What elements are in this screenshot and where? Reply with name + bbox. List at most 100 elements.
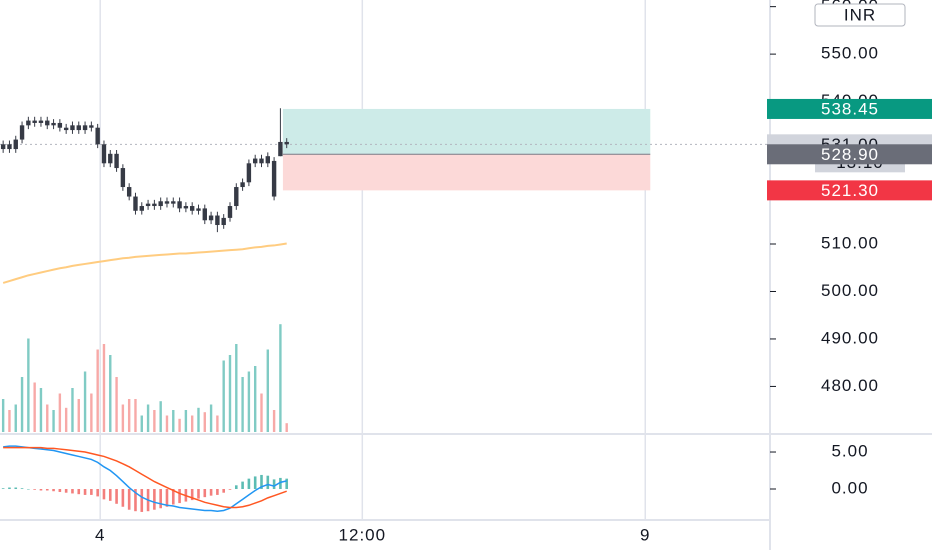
volume-bar xyxy=(228,355,232,432)
candle-body xyxy=(183,206,189,209)
macd-histogram-bar xyxy=(45,489,49,491)
plot xyxy=(0,108,770,512)
macd-histogram-bar xyxy=(27,489,30,490)
profit-zone xyxy=(282,108,651,155)
volume-bar xyxy=(260,393,263,432)
candle-body xyxy=(215,215,220,226)
candle-body xyxy=(126,187,132,197)
macd-histogram-bar xyxy=(102,489,106,500)
currency-badge xyxy=(814,3,906,27)
candle-body xyxy=(145,203,151,207)
volume-bar xyxy=(109,355,112,432)
y-tick-label: 490.00 xyxy=(821,328,879,347)
candle-body xyxy=(95,127,100,145)
ma-line xyxy=(2,242,287,284)
macd-histogram-bar xyxy=(241,481,244,490)
volume-bar xyxy=(102,344,106,432)
candle-body xyxy=(76,125,81,131)
price-level-label: 521.30 xyxy=(821,181,879,200)
volume-bar xyxy=(58,393,62,432)
macd-histogram-bar xyxy=(260,474,263,490)
volume-bar xyxy=(90,393,93,432)
volume-bar xyxy=(165,415,169,432)
candle-body xyxy=(139,206,144,211)
currency-label: INR xyxy=(844,5,876,24)
volume-bar xyxy=(184,410,188,432)
volume-bar xyxy=(46,404,49,432)
macd-histogram-bar xyxy=(14,487,18,490)
volume-bar xyxy=(1,399,5,432)
x-tick-label: 9 xyxy=(640,525,650,544)
volume-bar xyxy=(27,338,30,432)
macd-histogram-bar xyxy=(58,489,62,492)
macd-histogram-bar xyxy=(121,489,125,507)
price-level-box xyxy=(767,144,932,165)
candle-body xyxy=(189,206,195,211)
volume-bar xyxy=(127,399,131,432)
volume-bar xyxy=(203,412,206,432)
volume-bar xyxy=(140,415,143,432)
macd-histogram-bar xyxy=(247,478,251,490)
macd-histogram-bar xyxy=(228,489,232,490)
candle-body xyxy=(19,125,25,140)
candle-body xyxy=(252,158,258,164)
volume-bar xyxy=(96,349,99,432)
volume-bar xyxy=(52,410,55,432)
macd-line xyxy=(3,445,287,512)
macd-histogram-bar xyxy=(96,489,99,497)
macd-histogram-bar xyxy=(83,489,87,495)
candle-body xyxy=(208,215,214,221)
price-level-box xyxy=(767,98,932,119)
volume-bar xyxy=(121,404,125,432)
volume-bar xyxy=(216,415,219,432)
volume-bar xyxy=(285,423,288,432)
volume-bar xyxy=(197,407,200,432)
x-tick-label: 12:00 xyxy=(339,525,387,544)
macd-histogram-bar xyxy=(33,489,36,490)
volume-bar xyxy=(115,377,118,432)
candle-body xyxy=(246,163,252,183)
candle-body xyxy=(259,158,264,164)
candle-body xyxy=(284,141,289,145)
candle-body xyxy=(221,217,226,226)
macd-histogram-bar xyxy=(8,487,11,490)
macd-histogram-bar xyxy=(52,489,55,492)
y-tick-label: 480.00 xyxy=(821,376,879,395)
volume-bar xyxy=(235,344,238,432)
macd-histogram-bar xyxy=(178,489,181,504)
candle-body xyxy=(108,153,113,164)
signal-line xyxy=(3,446,287,509)
macd-histogram-bar xyxy=(171,489,175,505)
macd-histogram-bar xyxy=(140,489,144,512)
candle-body xyxy=(177,201,182,209)
volume-bar xyxy=(190,415,194,432)
price-level-box xyxy=(767,180,932,201)
candle-body xyxy=(0,144,6,150)
volume-bar xyxy=(134,399,137,432)
candle-body xyxy=(164,201,170,204)
macd-histogram-bar xyxy=(165,489,169,507)
candle-body xyxy=(45,120,50,126)
candle-body xyxy=(114,153,119,169)
candle-body xyxy=(38,120,44,123)
candle-body xyxy=(63,127,69,131)
candle-body xyxy=(234,187,239,207)
macd-histogram-bar xyxy=(285,478,289,490)
axis: 4 12:00 9 0.00 5.00 480.00 490.00 500.00 510.00 5… xyxy=(95,0,932,544)
macd-histogram-bar xyxy=(279,477,282,490)
candle-body xyxy=(152,203,157,207)
candle-body xyxy=(240,182,245,188)
volume-bar xyxy=(172,410,175,432)
volume-bar xyxy=(209,404,213,432)
volume-bar xyxy=(146,404,150,432)
volume-bar xyxy=(266,349,269,432)
y-tick-label: 500.00 xyxy=(821,281,879,300)
macd-histogram-bar xyxy=(159,489,162,509)
candle-body xyxy=(278,141,283,157)
candle-body xyxy=(7,144,12,150)
candle-body xyxy=(196,208,201,211)
volume-bar xyxy=(241,377,244,432)
macd-histogram-bar xyxy=(127,489,131,510)
